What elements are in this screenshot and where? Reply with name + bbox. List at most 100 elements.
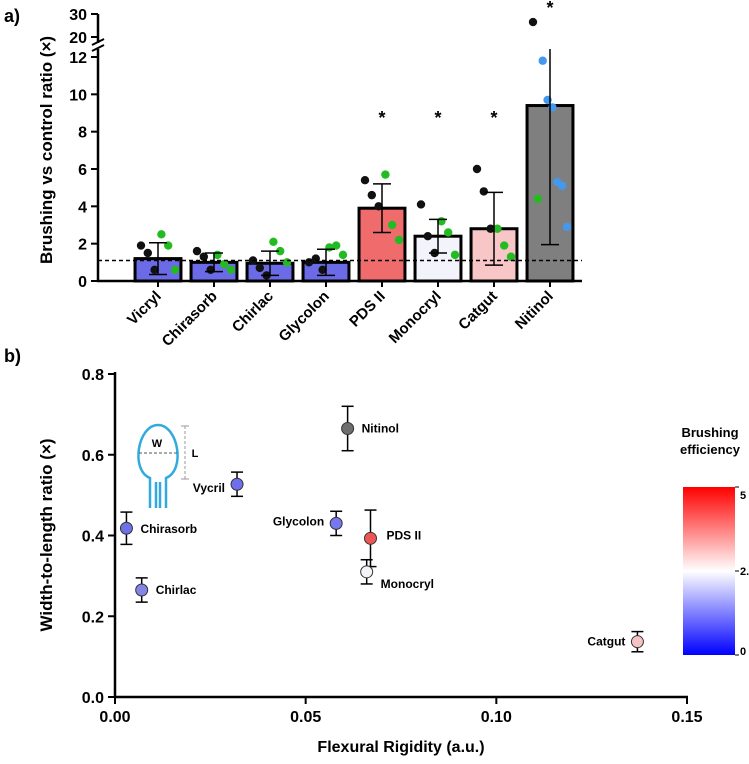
x-tick-label: 0.10 bbox=[481, 709, 512, 726]
axis-break bbox=[91, 44, 105, 52]
data-dot bbox=[170, 265, 180, 274]
point-label: Monocryl bbox=[381, 577, 434, 591]
data-dot bbox=[557, 181, 567, 190]
data-dot bbox=[381, 170, 390, 179]
point-label: Nitinol bbox=[362, 422, 399, 436]
data-point bbox=[341, 422, 355, 436]
x-tick-label: 0.05 bbox=[290, 709, 321, 726]
significance-mark: * bbox=[546, 0, 553, 18]
x-axis-label: Flexural Rigidity (a.u.) bbox=[317, 739, 484, 756]
data-dot bbox=[450, 250, 460, 260]
point-label: Chirasorb bbox=[140, 522, 197, 536]
data-dot bbox=[500, 241, 509, 250]
panel-label: b) bbox=[4, 346, 21, 366]
loop-outline bbox=[137, 423, 179, 508]
point-label: PDS II bbox=[386, 528, 421, 542]
colorbar-tick-label: 2.5 bbox=[740, 566, 749, 578]
inset-diagram bbox=[137, 423, 189, 508]
data-dot bbox=[562, 222, 572, 232]
data-dot bbox=[318, 265, 327, 274]
data-dot bbox=[472, 164, 482, 174]
y-tick-label: 0.2 bbox=[82, 609, 104, 626]
colorbar bbox=[683, 487, 735, 655]
data-dot bbox=[388, 220, 397, 230]
data-point bbox=[329, 516, 343, 530]
y-tick-label: 2 bbox=[78, 237, 87, 254]
y-tick-label: 4 bbox=[78, 199, 87, 216]
data-dot bbox=[423, 232, 432, 241]
data-dot bbox=[486, 224, 495, 233]
y-tick-label: 20 bbox=[69, 30, 87, 47]
x-tick-label: Monocryl bbox=[386, 288, 445, 347]
y-tick-label: 0.8 bbox=[82, 367, 104, 384]
colorbar-tick-label: 5 bbox=[740, 490, 746, 502]
data-dot bbox=[226, 265, 236, 274]
data-dot bbox=[255, 263, 264, 273]
colorbar-title: Brushing efficiency bbox=[680, 425, 740, 457]
panel-label: a) bbox=[4, 6, 20, 26]
data-dot bbox=[360, 176, 370, 185]
data-dot bbox=[157, 230, 166, 239]
significance-mark: * bbox=[378, 108, 385, 128]
point-label: Glycolon bbox=[273, 514, 324, 528]
y-axis-label: Width-to-length ratio (×) bbox=[37, 439, 56, 632]
data-dot bbox=[220, 260, 229, 269]
data-dot bbox=[493, 224, 502, 233]
data-dot bbox=[416, 200, 426, 209]
data-dot bbox=[199, 252, 208, 261]
data-dot bbox=[367, 190, 376, 200]
axis-break bbox=[91, 38, 105, 46]
data-dot bbox=[374, 202, 383, 211]
point-label: Vycril bbox=[193, 481, 225, 495]
data-dot bbox=[282, 258, 292, 267]
data-dot bbox=[479, 187, 488, 196]
data-point bbox=[360, 565, 374, 579]
y-tick-label: 12 bbox=[69, 50, 87, 67]
data-dot bbox=[311, 254, 320, 263]
y-tick-label: 6 bbox=[78, 162, 87, 179]
x-tick-label: Glycolon bbox=[275, 288, 332, 345]
x-tick-label: Nitinol bbox=[512, 288, 557, 333]
data-point bbox=[630, 635, 644, 649]
y-tick-label: 0.6 bbox=[82, 448, 104, 465]
y-tick-label: 0.0 bbox=[82, 690, 104, 707]
data-point bbox=[135, 583, 149, 597]
data-point bbox=[119, 521, 133, 535]
y-tick-label: 0 bbox=[78, 274, 87, 291]
data-dot bbox=[143, 248, 152, 258]
significance-mark: * bbox=[434, 108, 441, 128]
inset-label: W bbox=[152, 438, 163, 450]
data-dot bbox=[150, 265, 159, 274]
significance-mark: * bbox=[490, 108, 497, 128]
y-tick-label: 10 bbox=[69, 87, 87, 104]
data-dot bbox=[528, 17, 538, 27]
x-tick-label: Vicryl bbox=[124, 288, 165, 329]
data-dot bbox=[338, 250, 348, 260]
data-dot bbox=[394, 235, 404, 245]
data-dot bbox=[506, 252, 516, 261]
point-label: Catgut bbox=[587, 635, 625, 649]
data-dot bbox=[136, 241, 146, 250]
x-tick-label: PDS II bbox=[346, 288, 389, 331]
data-dot bbox=[444, 228, 453, 237]
point-label: Chirlac bbox=[156, 583, 197, 597]
data-dot bbox=[538, 56, 547, 65]
x-tick-label: Chirlac bbox=[229, 288, 277, 336]
data-dot bbox=[332, 241, 341, 250]
y-axis-label: Brushing vs control ratio (×) bbox=[37, 36, 56, 264]
y-tick-label: 30 bbox=[69, 7, 87, 24]
data-point bbox=[363, 531, 377, 545]
data-dot bbox=[269, 237, 278, 246]
y-tick-label: 0.4 bbox=[82, 529, 104, 546]
data-dot bbox=[192, 246, 202, 256]
loop-stem bbox=[154, 482, 162, 508]
x-tick-label: Catgut bbox=[455, 288, 501, 334]
data-dot bbox=[533, 194, 543, 204]
y-tick-label: 8 bbox=[78, 125, 87, 142]
x-tick-label: Chirasorb bbox=[159, 288, 221, 350]
inset-label: L bbox=[192, 448, 199, 460]
data-point bbox=[230, 477, 244, 491]
colorbar-tick-label: 0 bbox=[740, 646, 746, 658]
